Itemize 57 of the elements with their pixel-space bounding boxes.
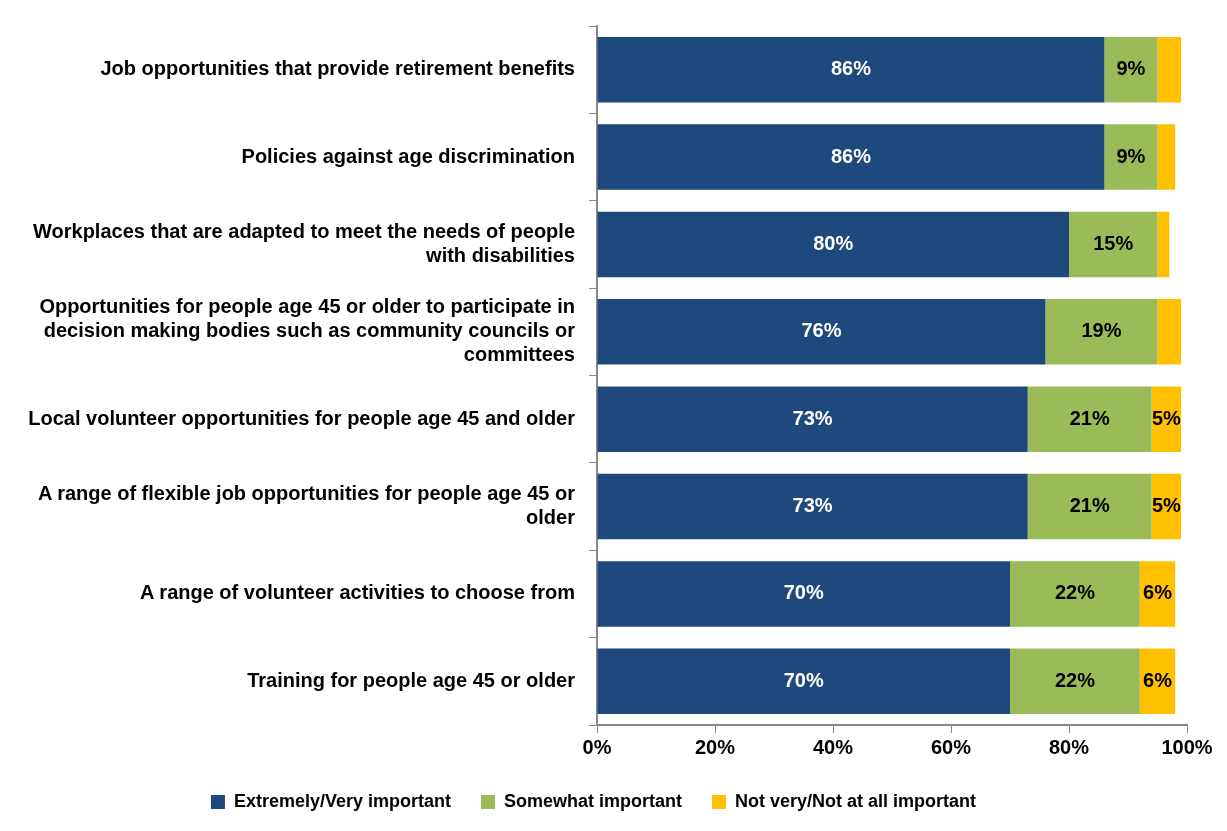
data-label: 22% xyxy=(1054,581,1096,604)
y-tick-label: Policies against age discrimination xyxy=(241,144,575,167)
bar xyxy=(1069,211,1158,278)
bar xyxy=(1157,36,1182,103)
y-tick-label: A range of volunteer activities to choose from xyxy=(140,581,575,604)
data-label: 6% xyxy=(1143,581,1173,604)
data-label: 76% xyxy=(801,319,842,342)
y-tick-label: Opportunities for people age 45 or older to participate in decision making bodies such as community councils or committees xyxy=(39,295,576,366)
x-tick-label: 40% xyxy=(812,735,854,758)
bar xyxy=(1027,386,1152,452)
bar xyxy=(1010,648,1140,715)
x-tick-label: 20% xyxy=(694,735,736,758)
y-tick-label: A range of flexible job opportunities for people age 45 or older xyxy=(37,482,576,529)
y-tick-label: Job opportunities that provide retirement benefits xyxy=(100,57,575,80)
data-label: 5% xyxy=(1151,406,1182,429)
data-label: 70% xyxy=(783,668,824,691)
y-tick-label: Local volunteer opportunities for people age 45 and older xyxy=(28,406,576,429)
bar xyxy=(1157,211,1170,278)
data-label: 6% xyxy=(1143,668,1173,691)
data-label: 86% xyxy=(830,57,872,80)
bar xyxy=(597,473,1028,540)
bar xyxy=(1157,124,1176,190)
x-tick-label: 60% xyxy=(930,735,972,758)
data-label: 73% xyxy=(792,494,833,517)
bar xyxy=(1027,473,1152,540)
x-tick-label: 80% xyxy=(1048,735,1090,758)
data-label: 22% xyxy=(1054,668,1096,691)
data-label: 80% xyxy=(813,231,854,254)
bar xyxy=(1010,561,1140,627)
bar xyxy=(597,648,1010,715)
data-label: 19% xyxy=(1081,319,1122,342)
y-tick-label: Workplaces that are adapted to meet the needs of people with disabilities xyxy=(33,219,575,266)
legend-label: Not very/Not at all important xyxy=(735,790,977,811)
x-tick-label: 0% xyxy=(582,735,612,758)
bar xyxy=(597,124,1105,190)
data-label: 9% xyxy=(1116,144,1146,167)
data-label: 15% xyxy=(1093,231,1134,254)
bar xyxy=(597,211,1069,278)
bar xyxy=(1157,299,1182,365)
bar xyxy=(597,386,1028,452)
data-label: 5% xyxy=(1151,494,1182,517)
bar xyxy=(1104,36,1158,103)
data-label: 9% xyxy=(1116,57,1146,80)
data-label: 86% xyxy=(830,144,872,167)
x-tick-label: 100% xyxy=(1161,735,1213,758)
data-label: 73% xyxy=(792,406,833,429)
legend-label: Extremely/Very important xyxy=(233,790,452,811)
data-label: 21% xyxy=(1069,406,1110,429)
data-label: 21% xyxy=(1069,494,1110,517)
bar xyxy=(597,561,1010,627)
y-tick-label: Training for people age 45 or older xyxy=(247,668,576,691)
bar xyxy=(597,36,1105,103)
bar xyxy=(597,299,1046,365)
data-label: 70% xyxy=(783,581,824,604)
legend-label: Somewhat important xyxy=(504,790,683,811)
bar xyxy=(1045,299,1158,365)
bar xyxy=(1104,124,1158,190)
